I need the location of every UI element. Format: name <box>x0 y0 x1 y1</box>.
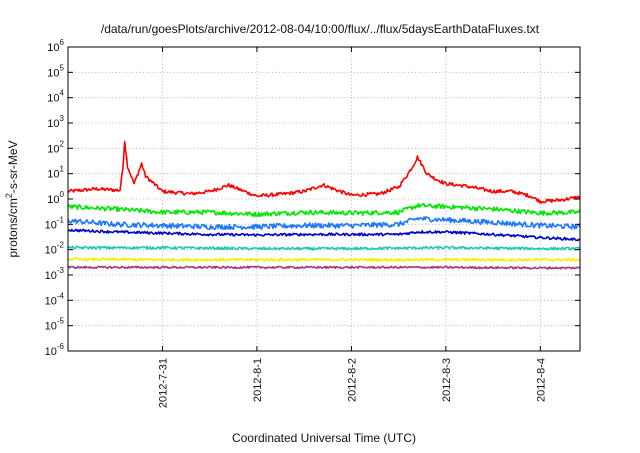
y-tick-label: 10-5 <box>45 317 65 333</box>
series-line-1 <box>67 140 581 204</box>
series-line-2 <box>67 202 581 218</box>
y-tick-label: 105 <box>47 63 64 79</box>
series-line-4 <box>67 228 581 242</box>
chart-title: /data/run/goesPlots/archive/2012-08-04/1… <box>101 22 540 36</box>
y-tick-label: 10-2 <box>45 241 65 257</box>
y-tick-label-base: 10 <box>47 67 59 79</box>
y-tick-label-exponent: -6 <box>57 342 65 351</box>
grid-lines <box>68 47 580 351</box>
x-tick-label: 2012-8-1 <box>252 358 264 402</box>
y-tick-label-exponent: 3 <box>60 114 65 123</box>
y-tick-label-base: 10 <box>45 321 57 333</box>
series-line-5 <box>67 245 581 251</box>
y-tick-label-exponent: 0 <box>60 190 65 199</box>
y-axis-label-main: protons/cm <box>6 198 20 257</box>
x-axis-label: Coordinated Universal Time (UTC) <box>232 431 416 445</box>
y-tick-label-exponent: 1 <box>60 165 65 174</box>
y-axis-label: protons/cm2-s-sr-MeV <box>4 140 20 257</box>
y-axis-label-unit: -s-sr-MeV <box>6 140 20 193</box>
y-tick-label-exponent: -5 <box>57 317 65 326</box>
y-tick-label-exponent: -1 <box>57 215 65 224</box>
y-tick-label-base: 10 <box>45 270 57 282</box>
y-tick-label-exponent: 2 <box>60 139 65 148</box>
y-tick-label-exponent: 6 <box>60 38 65 47</box>
y-tick-label-base: 10 <box>47 194 59 206</box>
y-tick-label-exponent: 4 <box>60 89 65 98</box>
y-tick-label: 103 <box>47 114 64 130</box>
y-tick-label-base: 10 <box>47 118 59 130</box>
y-tick-label: 102 <box>47 139 64 155</box>
y-tick-label: 10-3 <box>45 266 65 282</box>
y-tick-label-exponent: -2 <box>57 241 65 250</box>
y-tick-label-exponent: 5 <box>60 63 65 72</box>
y-tick-label: 10-1 <box>45 215 65 231</box>
ticks-group: 10610510410310210110010-110-210-310-410-… <box>45 38 580 408</box>
series-line-6 <box>67 257 581 262</box>
y-tick-label-base: 10 <box>45 245 57 257</box>
y-tick-label: 10-6 <box>45 342 65 358</box>
y-tick-label-base: 10 <box>45 295 57 307</box>
y-tick-label-base: 10 <box>47 42 59 54</box>
series-group <box>67 140 581 270</box>
series-line-3 <box>67 216 581 230</box>
y-tick-label-base: 10 <box>47 93 59 105</box>
y-axis-label-superscript: 2 <box>4 193 14 198</box>
y-tick-label-base: 10 <box>45 346 57 358</box>
y-tick-label-exponent: -3 <box>57 266 65 275</box>
y-tick-label: 10-4 <box>45 291 65 307</box>
series-line-7 <box>67 265 581 270</box>
y-tick-label: 100 <box>47 190 64 206</box>
x-tick-label: 2012-8-4 <box>535 358 547 402</box>
x-tick-label: 2012-8-2 <box>346 358 358 402</box>
y-tick-label: 101 <box>47 165 64 181</box>
y-tick-label-base: 10 <box>47 143 59 155</box>
y-tick-label-base: 10 <box>47 169 59 181</box>
y-tick-label-exponent: -4 <box>57 291 65 300</box>
x-tick-label: 2012-7-31 <box>157 358 169 408</box>
y-tick-label: 104 <box>47 89 64 105</box>
x-tick-label: 2012-8-3 <box>441 358 453 402</box>
y-tick-label: 106 <box>47 38 64 54</box>
y-tick-label-base: 10 <box>45 219 57 231</box>
